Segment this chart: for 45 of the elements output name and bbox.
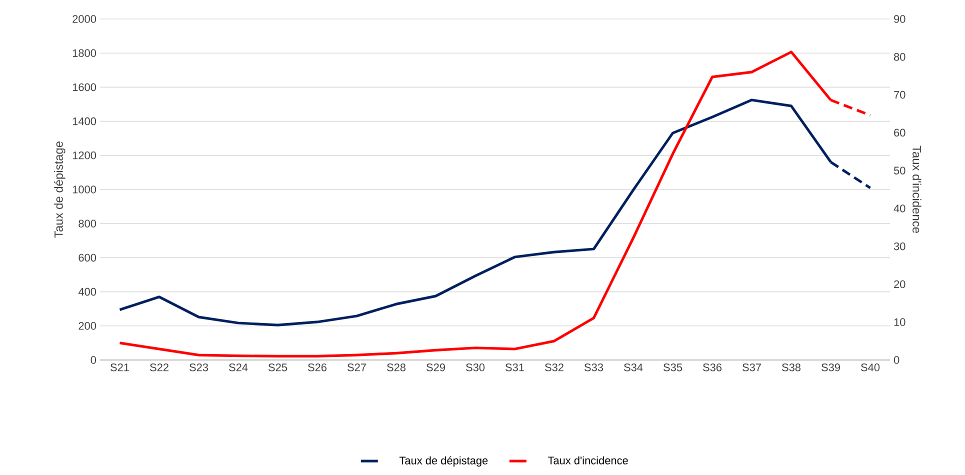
y-tick-label: 200 (78, 322, 96, 330)
y-tick-label: 400 (78, 288, 96, 296)
y2-tick-label: 10 (894, 318, 906, 326)
y2-tick-label: 40 (894, 204, 906, 212)
y-tick-label: 1400 (72, 117, 96, 126)
y2-axis-title: Taux d'incidence (912, 146, 922, 233)
y2-tick-label: 30 (894, 242, 906, 250)
x-tick-label: S21 (110, 364, 129, 372)
y2-tick-label: 0 (894, 356, 900, 364)
x-tick-label: S33 (584, 364, 604, 372)
y2-tick-label: 60 (894, 128, 906, 137)
x-tick-label: S36 (703, 364, 722, 372)
x-tick-label: S32 (545, 364, 564, 372)
y-tick-label: 1800 (72, 49, 96, 57)
y-tick-label: 1200 (72, 152, 96, 160)
y-tick-label: 800 (78, 220, 96, 228)
y2-tick-label: 90 (894, 15, 906, 23)
x-tick-label: S24 (229, 364, 248, 372)
x-tick-label: S31 (506, 364, 524, 372)
y2-tick-label: 20 (894, 280, 906, 288)
y2-tick-label: 50 (894, 166, 906, 174)
x-tick-label: S40 (861, 364, 880, 372)
y-tick-label: 1600 (72, 83, 96, 92)
y-tick-label: 1000 (72, 186, 96, 194)
x-tick-label: S23 (190, 364, 208, 372)
x-tick-label: S25 (268, 364, 288, 372)
x-tick-label: S35 (664, 364, 682, 372)
x-tick-label: S22 (150, 364, 168, 372)
legend-label: Taux d'incidence (548, 456, 628, 464)
y-tick-label: 600 (78, 254, 96, 262)
y2-tick-label: 70 (894, 90, 906, 99)
y-tick-label: 2000 (72, 15, 96, 23)
x-tick-label: S27 (348, 364, 366, 372)
y2-tick-label: 80 (894, 53, 906, 61)
legend-label: Taux de dépistage (399, 456, 488, 467)
x-tick-label: S37 (742, 364, 761, 372)
x-tick-label: S30 (466, 364, 485, 372)
x-tick-label: S28 (387, 364, 406, 372)
x-tick-label: S39 (822, 364, 840, 372)
x-tick-label: S38 (782, 364, 801, 372)
x-tick-label: S29 (426, 364, 445, 372)
y-tick-label: 0 (90, 356, 96, 364)
y-axis-title: Taux de dépistage (54, 142, 66, 238)
x-tick-label: S26 (308, 364, 327, 372)
x-tick-label: S34 (624, 364, 643, 372)
